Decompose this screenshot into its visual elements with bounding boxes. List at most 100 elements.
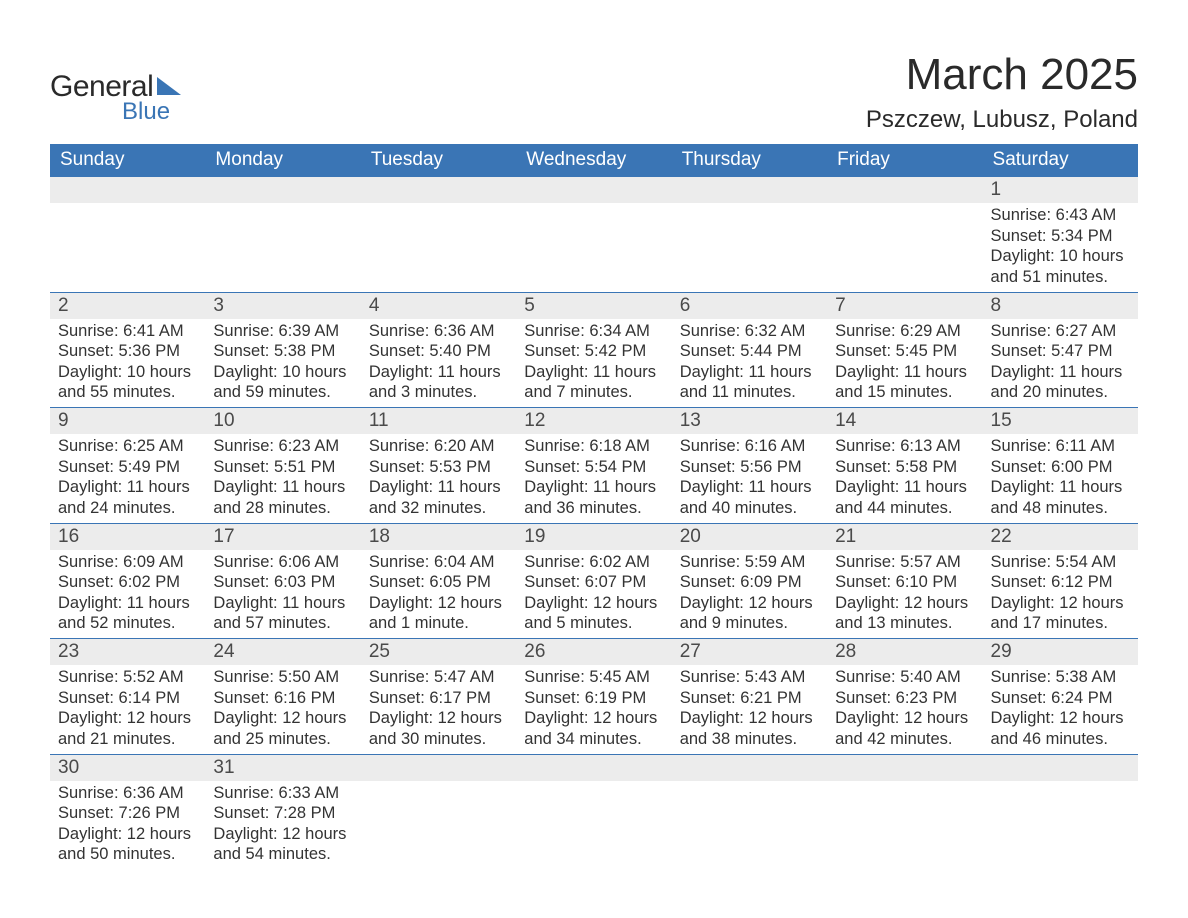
calendar-day-cell: 2Sunrise: 6:41 AMSunset: 5:36 PMDaylight… xyxy=(50,293,205,408)
daylight-line: Daylight: 12 hours xyxy=(680,593,819,614)
sunset-line: Sunset: 5:56 PM xyxy=(680,457,819,478)
daylight-line: Daylight: 12 hours xyxy=(369,593,508,614)
daylight-line: and 55 minutes. xyxy=(58,382,197,403)
empty-cell-spacer xyxy=(50,203,205,287)
day-number: 17 xyxy=(205,524,360,550)
calendar-week-row: 30Sunrise: 6:36 AMSunset: 7:26 PMDayligh… xyxy=(50,754,1138,870)
weekday-header-row: Sunday Monday Tuesday Wednesday Thursday… xyxy=(50,144,1138,177)
sunrise-line: Sunrise: 6:20 AM xyxy=(369,436,508,457)
sunset-line: Sunset: 5:42 PM xyxy=(524,341,663,362)
sunrise-line: Sunrise: 6:33 AM xyxy=(213,783,352,804)
empty-cell-spacer xyxy=(672,203,827,287)
day-detail: Sunrise: 6:16 AMSunset: 5:56 PMDaylight:… xyxy=(672,434,827,523)
day-number: 8 xyxy=(983,293,1138,319)
brand-logo: General Blue xyxy=(50,50,181,126)
sunset-line: Sunset: 6:17 PM xyxy=(369,688,508,709)
calendar-day-cell: 30Sunrise: 6:36 AMSunset: 7:26 PMDayligh… xyxy=(50,755,205,870)
sunrise-line: Sunrise: 5:43 AM xyxy=(680,667,819,688)
day-number: 12 xyxy=(516,408,671,434)
weekday-header: Friday xyxy=(827,144,982,177)
calendar: Sunday Monday Tuesday Wednesday Thursday… xyxy=(50,144,1138,869)
calendar-day-cell: 21Sunrise: 5:57 AMSunset: 6:10 PMDayligh… xyxy=(827,524,982,639)
calendar-day-cell: 18Sunrise: 6:04 AMSunset: 6:05 PMDayligh… xyxy=(361,524,516,639)
daylight-line: Daylight: 11 hours xyxy=(524,362,663,383)
sunrise-line: Sunrise: 6:11 AM xyxy=(991,436,1130,457)
sunset-line: Sunset: 6:14 PM xyxy=(58,688,197,709)
daylight-line: and 7 minutes. xyxy=(524,382,663,403)
sunrise-line: Sunrise: 6:43 AM xyxy=(991,205,1130,226)
daylight-line: Daylight: 11 hours xyxy=(680,362,819,383)
day-number xyxy=(50,177,205,203)
daylight-line: Daylight: 11 hours xyxy=(58,593,197,614)
day-detail: Sunrise: 6:29 AMSunset: 5:45 PMDaylight:… xyxy=(827,319,982,408)
calendar-day-cell xyxy=(50,177,205,292)
calendar-day-cell: 5Sunrise: 6:34 AMSunset: 5:42 PMDaylight… xyxy=(516,293,671,408)
day-number xyxy=(672,177,827,203)
daylight-line: Daylight: 11 hours xyxy=(835,362,974,383)
brand-word-blue: Blue xyxy=(122,98,170,126)
day-number: 10 xyxy=(205,408,360,434)
day-number: 14 xyxy=(827,408,982,434)
day-number: 30 xyxy=(50,755,205,781)
calendar-day-cell xyxy=(672,755,827,870)
calendar-day-cell xyxy=(205,177,360,292)
day-detail: Sunrise: 6:39 AMSunset: 5:38 PMDaylight:… xyxy=(205,319,360,408)
day-detail: Sunrise: 5:47 AMSunset: 6:17 PMDaylight:… xyxy=(361,665,516,754)
calendar-day-cell xyxy=(361,755,516,870)
calendar-day-cell: 19Sunrise: 6:02 AMSunset: 6:07 PMDayligh… xyxy=(516,524,671,639)
daylight-line: and 44 minutes. xyxy=(835,498,974,519)
calendar-day-cell xyxy=(983,755,1138,870)
sunset-line: Sunset: 6:19 PM xyxy=(524,688,663,709)
daylight-line: and 5 minutes. xyxy=(524,613,663,634)
daylight-line: Daylight: 11 hours xyxy=(58,477,197,498)
calendar-week-row: 16Sunrise: 6:09 AMSunset: 6:02 PMDayligh… xyxy=(50,523,1138,639)
calendar-day-cell xyxy=(827,177,982,292)
empty-cell-spacer xyxy=(827,203,982,287)
day-number: 16 xyxy=(50,524,205,550)
daylight-line: and 9 minutes. xyxy=(680,613,819,634)
day-detail: Sunrise: 6:41 AMSunset: 5:36 PMDaylight:… xyxy=(50,319,205,408)
sunset-line: Sunset: 5:36 PM xyxy=(58,341,197,362)
sunrise-line: Sunrise: 6:34 AM xyxy=(524,321,663,342)
daylight-line: Daylight: 12 hours xyxy=(213,824,352,845)
calendar-day-cell: 7Sunrise: 6:29 AMSunset: 5:45 PMDaylight… xyxy=(827,293,982,408)
sunrise-line: Sunrise: 6:09 AM xyxy=(58,552,197,573)
sunset-line: Sunset: 6:02 PM xyxy=(58,572,197,593)
weekday-header: Saturday xyxy=(983,144,1138,177)
calendar-day-cell: 14Sunrise: 6:13 AMSunset: 5:58 PMDayligh… xyxy=(827,408,982,523)
daylight-line: Daylight: 12 hours xyxy=(369,708,508,729)
day-number: 28 xyxy=(827,639,982,665)
sunrise-line: Sunrise: 6:41 AM xyxy=(58,321,197,342)
sunrise-line: Sunrise: 5:57 AM xyxy=(835,552,974,573)
daylight-line: and 52 minutes. xyxy=(58,613,197,634)
day-number xyxy=(205,177,360,203)
day-number: 27 xyxy=(672,639,827,665)
day-detail: Sunrise: 6:20 AMSunset: 5:53 PMDaylight:… xyxy=(361,434,516,523)
daylight-line: Daylight: 12 hours xyxy=(680,708,819,729)
calendar-day-cell: 26Sunrise: 5:45 AMSunset: 6:19 PMDayligh… xyxy=(516,639,671,754)
calendar-week-row: 9Sunrise: 6:25 AMSunset: 5:49 PMDaylight… xyxy=(50,407,1138,523)
day-number: 13 xyxy=(672,408,827,434)
day-number: 1 xyxy=(983,177,1138,203)
sunrise-line: Sunrise: 6:39 AM xyxy=(213,321,352,342)
sunset-line: Sunset: 6:21 PM xyxy=(680,688,819,709)
page-header: General Blue March 2025 Pszczew, Lubusz,… xyxy=(50,50,1138,134)
daylight-line: Daylight: 12 hours xyxy=(213,708,352,729)
day-detail: Sunrise: 5:54 AMSunset: 6:12 PMDaylight:… xyxy=(983,550,1138,639)
daylight-line: and 57 minutes. xyxy=(213,613,352,634)
daylight-line: and 17 minutes. xyxy=(991,613,1130,634)
sunrise-line: Sunrise: 6:18 AM xyxy=(524,436,663,457)
daylight-line: and 13 minutes. xyxy=(835,613,974,634)
sunset-line: Sunset: 7:26 PM xyxy=(58,803,197,824)
calendar-day-cell: 20Sunrise: 5:59 AMSunset: 6:09 PMDayligh… xyxy=(672,524,827,639)
calendar-day-cell: 3Sunrise: 6:39 AMSunset: 5:38 PMDaylight… xyxy=(205,293,360,408)
day-detail: Sunrise: 5:59 AMSunset: 6:09 PMDaylight:… xyxy=(672,550,827,639)
calendar-day-cell: 4Sunrise: 6:36 AMSunset: 5:40 PMDaylight… xyxy=(361,293,516,408)
calendar-day-cell xyxy=(361,177,516,292)
calendar-day-cell: 22Sunrise: 5:54 AMSunset: 6:12 PMDayligh… xyxy=(983,524,1138,639)
calendar-day-cell xyxy=(672,177,827,292)
daylight-line: Daylight: 12 hours xyxy=(524,708,663,729)
day-number: 7 xyxy=(827,293,982,319)
daylight-line: and 11 minutes. xyxy=(680,382,819,403)
day-detail: Sunrise: 5:45 AMSunset: 6:19 PMDaylight:… xyxy=(516,665,671,754)
